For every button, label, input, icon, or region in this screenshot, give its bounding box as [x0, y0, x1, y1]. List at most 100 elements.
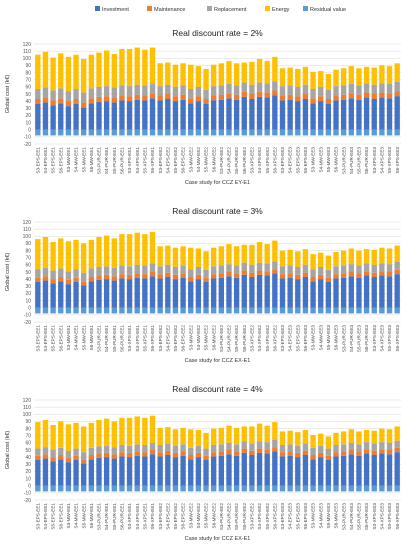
bar-investment: [50, 461, 56, 486]
bar-investment: [379, 453, 385, 486]
bar-investment: [88, 103, 95, 130]
bar-residual-value: [88, 129, 95, 136]
legend-swatch: [147, 6, 152, 11]
bar-energy: [111, 421, 117, 448]
x-tick-label: S6-PUR-EE1: [120, 147, 125, 175]
x-tick-label: S6-EPS-EE2: [181, 503, 186, 530]
x-tick-label: S4-PUR-EE1: [104, 147, 109, 175]
bar-residual-value: [203, 307, 209, 314]
bar-residual-value: [35, 307, 41, 314]
bar-replacement: [111, 87, 117, 98]
bar-replacement: [88, 88, 95, 99]
bar-investment: [310, 281, 316, 308]
bar-energy: [96, 420, 102, 447]
bar-replacement: [279, 266, 286, 275]
bar-replacement: [119, 85, 125, 96]
chart-discount-4: Real discount rate = 4% -20-100 1020304050…: [5, 384, 401, 542]
x-tick-label: S3-PUR-EE3: [341, 147, 346, 175]
bar-residual-value: [394, 307, 400, 314]
bar-residual-value: [134, 485, 140, 492]
x-tick-label: S6-EPS-EE2: [181, 147, 186, 174]
bar-maintenance: [35, 277, 41, 282]
bar-replacement: [233, 85, 240, 95]
bar-residual-value: [111, 307, 117, 314]
x-tick-label: S3-XPS-EE3: [372, 503, 377, 530]
x-tick-label: S5-XPS-EE3: [387, 325, 392, 352]
bar-replacement: [325, 269, 332, 278]
bar-maintenance: [81, 102, 87, 108]
x-tick-label: S6-XPS-EE1: [150, 147, 155, 174]
bar-replacement: [81, 272, 87, 282]
bar-energy: [165, 245, 171, 265]
bar-residual-value: [318, 307, 324, 314]
bar-investment: [73, 282, 79, 308]
bar-replacement: [241, 262, 247, 271]
y-tick-label: 60: [25, 85, 31, 91]
bar-energy: [310, 254, 316, 270]
bar-maintenance: [340, 273, 347, 278]
bar-replacement: [149, 442, 156, 450]
x-tick-label: S5-MW-EE3: [326, 325, 331, 351]
chart-title: Real discount rate = 3%: [172, 206, 263, 216]
bar-energy: [119, 49, 125, 86]
x-axis-label: Case study for CCZ EY-E1: [185, 180, 250, 186]
x-tick-label: S3-PUR-EE1: [97, 147, 102, 175]
bar-residual-value: [203, 129, 209, 136]
bar-maintenance: [126, 96, 133, 102]
x-tick-label: S5-PUR-EE1: [112, 147, 117, 175]
bar-replacement: [157, 266, 163, 275]
bar-energy: [325, 74, 332, 90]
bar-energy: [333, 69, 339, 87]
bar-energy: [363, 249, 370, 264]
bar-maintenance: [371, 94, 377, 99]
bar-maintenance: [142, 452, 148, 457]
x-tick-label: S5-PUR-EE1: [112, 503, 117, 531]
bar-maintenance: [386, 272, 393, 277]
bar-replacement: [348, 442, 354, 450]
x-tick-label: S5-PUR-EE3: [357, 147, 362, 175]
x-tick-label: S3-MW-EE1: [66, 147, 71, 173]
bar-energy: [302, 66, 309, 85]
x-tick-label: S4-XPS-EE2: [257, 325, 262, 352]
x-tick-label: S3-MW-EE2: [188, 325, 193, 351]
x-tick-label: S3-MW-EE3: [311, 503, 316, 529]
y-tick-label: -10: [24, 313, 31, 319]
bar-energy: [96, 237, 102, 267]
bar-maintenance: [371, 450, 377, 455]
bar-investment: [81, 285, 87, 308]
bar-energy: [386, 66, 393, 84]
bar-replacement: [203, 448, 209, 456]
bar-residual-value: [180, 485, 186, 492]
y-tick-label: 0: [28, 128, 31, 134]
x-tick-label: S5-PUR-EE1: [112, 325, 117, 353]
bar-replacement: [233, 444, 240, 452]
legend-swatch: [95, 6, 100, 11]
bar-energy: [35, 239, 41, 270]
bar-maintenance: [264, 271, 270, 276]
bar-replacement: [42, 267, 49, 277]
bar-investment: [302, 455, 309, 486]
bar-investment: [218, 277, 224, 308]
bar-investment: [157, 100, 163, 130]
bar-residual-value: [272, 485, 278, 492]
bar-investment: [165, 99, 171, 130]
x-tick-label: S4-PUR-EE3: [349, 325, 354, 353]
bar-residual-value: [226, 129, 232, 136]
bar-investment: [96, 279, 102, 308]
bar-residual-value: [386, 485, 393, 492]
y-tick-label: 80: [25, 248, 31, 254]
bar-maintenance: [50, 457, 56, 462]
bar-replacement: [103, 266, 110, 275]
bar-energy: [264, 61, 270, 84]
bar-investment: [310, 103, 316, 130]
bar-maintenance: [325, 99, 332, 104]
bar-maintenance: [195, 274, 202, 280]
bar-energy: [172, 429, 179, 446]
bar-residual-value: [287, 485, 293, 492]
bar-energy: [42, 51, 49, 88]
bar-residual-value: [226, 485, 232, 492]
x-tick-label: S6-XPS-EE1: [150, 325, 155, 352]
x-tick-label: S4-PUR-EE2: [227, 503, 232, 531]
bar-residual-value: [188, 485, 194, 492]
bar-maintenance: [386, 93, 393, 99]
